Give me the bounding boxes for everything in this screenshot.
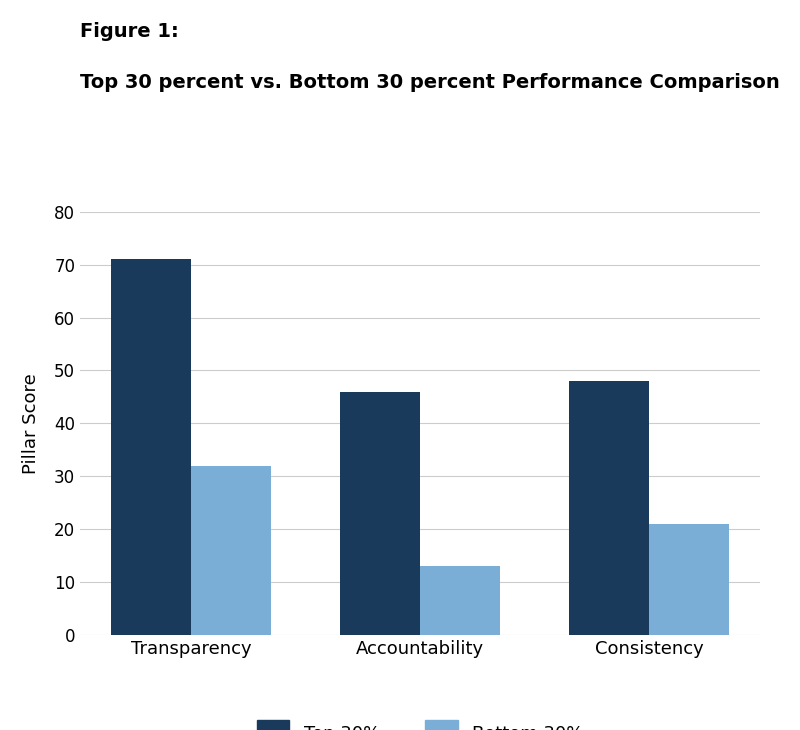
Text: Top 30 percent vs. Bottom 30 percent Performance Comparison: Top 30 percent vs. Bottom 30 percent Per… bbox=[80, 73, 780, 92]
Bar bbox=[191, 466, 271, 635]
Bar bbox=[649, 524, 729, 635]
Y-axis label: Pillar Score: Pillar Score bbox=[22, 373, 40, 474]
Bar bbox=[420, 566, 500, 635]
Text: Figure 1:: Figure 1: bbox=[80, 22, 178, 41]
Bar bbox=[569, 381, 649, 635]
Bar bbox=[340, 391, 420, 635]
Legend: Top 30%, Bottom 30%: Top 30%, Bottom 30% bbox=[257, 721, 583, 730]
Bar bbox=[111, 259, 191, 635]
